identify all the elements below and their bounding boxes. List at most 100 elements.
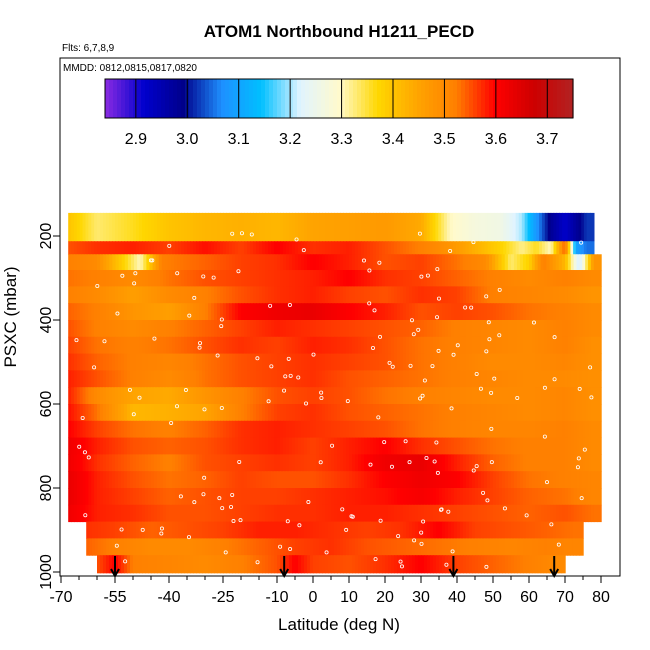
heatmap-cell — [250, 555, 254, 574]
heatmap-cell — [103, 212, 107, 242]
heatmap-cell — [259, 286, 263, 304]
sample-marker — [373, 557, 378, 562]
heatmap-cell — [373, 336, 377, 355]
heatmap-cell — [526, 454, 530, 472]
heatmap-cell — [379, 270, 383, 287]
heatmap-cell — [178, 353, 182, 371]
heatmap-cell — [550, 336, 554, 355]
heatmap-cell — [497, 241, 501, 255]
sample-marker — [361, 258, 366, 263]
heatmap-cell — [469, 420, 473, 439]
heatmap-cell — [454, 254, 458, 271]
heatmap-cell — [154, 336, 158, 355]
heatmap-cell — [370, 420, 374, 439]
heatmap-cell — [301, 303, 305, 321]
heatmap-cell — [334, 286, 338, 304]
heatmap-cell — [421, 488, 425, 506]
y-tick-label: 1000 — [38, 554, 55, 590]
heatmap-cell — [283, 254, 287, 271]
heatmap-cell — [280, 387, 284, 405]
heatmap-cell — [154, 353, 158, 371]
heatmap-cell — [511, 555, 515, 574]
heatmap-cell — [106, 286, 110, 304]
heatmap-cell — [593, 254, 599, 271]
heatmap-cell — [373, 471, 377, 489]
heatmap-cell — [391, 336, 395, 355]
heatmap-cell — [109, 488, 113, 506]
heatmap-cell — [406, 254, 410, 271]
heatmap-cell — [265, 471, 269, 489]
heatmap-cell — [205, 241, 209, 255]
heatmap-cell — [319, 521, 323, 539]
heatmap-cell — [307, 454, 311, 472]
heatmap-cell — [499, 555, 503, 574]
heatmap-cell — [178, 336, 182, 355]
heatmap-cell — [469, 303, 473, 321]
heatmap-cell — [151, 387, 155, 405]
heatmap-cell — [112, 488, 116, 506]
heatmap-cell — [283, 286, 287, 304]
heatmap-cell — [469, 471, 473, 489]
heatmap-cell — [454, 488, 458, 506]
heatmap-cell — [424, 488, 428, 506]
heatmap-cell — [558, 538, 563, 556]
heatmap-cell — [238, 212, 242, 242]
heatmap-cell — [391, 254, 395, 271]
heatmap-cell — [133, 454, 137, 472]
colorbar-cell — [401, 79, 406, 118]
heatmap-cell — [262, 254, 266, 271]
heatmap-cell — [199, 286, 203, 304]
heatmap-cell — [262, 454, 266, 472]
heatmap-cell — [157, 454, 161, 472]
heatmap-cell — [166, 370, 170, 388]
heatmap-cell — [475, 471, 479, 489]
heatmap-cell — [364, 303, 368, 321]
heatmap-cell — [409, 212, 413, 242]
heatmap-cell — [478, 555, 482, 574]
heatmap-cell — [499, 353, 503, 371]
heatmap-cell — [373, 488, 377, 506]
heatmap-cell — [133, 488, 137, 506]
heatmap-cell — [355, 270, 359, 287]
heatmap-cell — [427, 404, 431, 422]
heatmap-cell — [103, 353, 107, 371]
heatmap-cell — [283, 387, 287, 405]
heatmap-cell — [319, 538, 323, 556]
heatmap-cell — [166, 454, 170, 472]
y-tick-label: 400 — [38, 307, 55, 334]
heatmap-cell — [550, 241, 555, 255]
heatmap-cell — [511, 370, 515, 388]
heatmap-cell — [253, 254, 257, 271]
heatmap-cell — [565, 420, 569, 439]
heatmap-cell — [142, 320, 146, 338]
heatmap-cell — [142, 488, 146, 506]
heatmap-cell — [435, 212, 439, 242]
heatmap-cell — [280, 404, 284, 422]
heatmap-cell — [316, 471, 320, 489]
heatmap-cell — [499, 538, 503, 556]
heatmap-cell — [449, 212, 454, 242]
heatmap-cell — [471, 241, 476, 255]
heatmap-cell — [319, 353, 323, 371]
heatmap-cell — [379, 521, 383, 539]
heatmap-cell — [496, 454, 500, 472]
heatmap-cell — [106, 353, 110, 371]
heatmap-cell — [493, 336, 497, 355]
heatmap-cell — [295, 488, 299, 506]
heatmap-cell — [214, 241, 218, 255]
heatmap-cell — [349, 303, 353, 321]
heatmap-cell — [364, 336, 368, 355]
heatmap-cell — [265, 270, 269, 287]
heatmap-cell — [190, 303, 194, 321]
heatmap-cell — [89, 521, 93, 539]
sample-marker — [377, 260, 382, 265]
heatmap-cell — [346, 488, 350, 506]
heatmap-cell — [547, 370, 551, 388]
heatmap-cell — [579, 286, 583, 304]
heatmap-cell — [436, 538, 440, 556]
heatmap-cell — [400, 353, 404, 371]
heatmap-cell — [199, 521, 203, 539]
heatmap-cell — [508, 320, 512, 338]
heatmap-cell — [289, 336, 293, 355]
heatmap-cell — [553, 454, 557, 472]
